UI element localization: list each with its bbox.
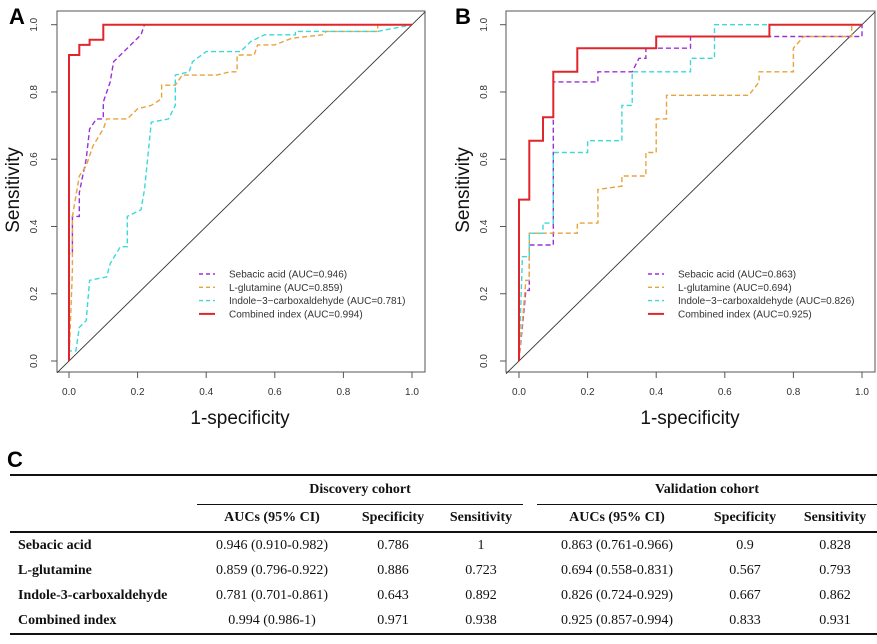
y-tick-label: 0.8 <box>29 85 40 99</box>
legend-entry: Combined index (AUC=0.994) <box>229 309 363 320</box>
x-tick-label: 0.8 <box>336 387 350 398</box>
table-cell: 0.826 (0.724-0.929) <box>561 587 673 603</box>
x-axis-label: 1-specificity <box>640 408 740 429</box>
table-cell: 0.793 <box>819 562 851 578</box>
y-tick-label: 0.2 <box>479 286 490 300</box>
y-tick-label: 0.2 <box>29 286 40 300</box>
y-tick-label: 0.4 <box>479 219 490 233</box>
plot-frame <box>56 10 426 373</box>
table-cell: 0.9 <box>736 537 754 553</box>
table-cell: 0.828 <box>819 537 851 553</box>
table-row: Combined index 0.994 (0.986-1) 0.971 0.938 0… <box>10 608 877 635</box>
roc-curve-combined-index <box>68 23 412 361</box>
table-cell: 0.946 (0.910-0.982) <box>216 537 328 553</box>
table-cell: 0.781 (0.701-0.861) <box>216 587 328 603</box>
table-cell: 0.723 <box>465 562 497 578</box>
x-axis-label: 1-specificity <box>190 408 290 429</box>
col-header: Specificity <box>347 504 439 533</box>
table-cell: 0.994 (0.986-1) <box>197 608 347 635</box>
row-label: Sebacic acid <box>18 537 92 553</box>
roc-curve-l-glutamine <box>518 24 862 362</box>
table-cell: 0.938 <box>439 608 523 635</box>
column-header-row: AUCs (95% CI) Specificity Sensitivity AU… <box>10 504 877 533</box>
col-header: AUCs (95% CI) <box>197 504 347 533</box>
table-cell: 0.925 (0.857-0.994) <box>537 608 697 635</box>
row-label: L-glutamine <box>18 562 92 578</box>
x-tick-label: 0.8 <box>786 387 800 398</box>
table-cell: 1 <box>477 537 485 553</box>
col-header: Specificity <box>697 504 793 533</box>
x-tick-label: 0.6 <box>718 387 732 398</box>
roc-curve-combined-index <box>518 23 862 361</box>
x-tick-label: 0.4 <box>199 387 213 398</box>
row-label: Indole-3-carboxaldehyde <box>18 587 168 603</box>
legend-entry: Indole−3−carboxaldehyde (AUC=0.826) <box>678 296 855 307</box>
roc-curve-indole-3-carboxaldehyde <box>68 24 413 361</box>
x-tick-label: 0.4 <box>649 387 663 398</box>
col-header: Sensitivity <box>793 504 877 533</box>
table-cell: 0.886 <box>377 562 409 578</box>
panel-label-a: A <box>9 4 25 29</box>
y-tick-label: 0.6 <box>29 152 40 166</box>
table-cell: 0.892 <box>465 587 497 603</box>
x-tick-label: 1.0 <box>405 387 419 398</box>
y-tick-label: 0.6 <box>479 152 490 166</box>
table-cell: 0.863 (0.761-0.966) <box>561 537 673 553</box>
panel-label-b: B <box>455 4 471 29</box>
legend-entry: Combined index (AUC=0.925) <box>678 309 812 320</box>
reference-diagonal <box>505 11 876 375</box>
reference-diagonal <box>56 11 426 374</box>
roc-plot-a: 0.0 0.2 0.4 0.6 0.8 1.0 0.0 0.2 0.4 0.6 0.8 1.0 1-sp… <box>3 10 426 429</box>
legend-entry: Sebacic acid (AUC=0.946) <box>229 270 347 281</box>
group-validation: Validation cohort <box>537 474 877 505</box>
table-cell: 0.643 <box>377 587 409 603</box>
group-header-row: Discovery cohort Validation cohort <box>10 474 877 505</box>
x-tick-label: 0.2 <box>581 387 595 398</box>
y-axis-label: Sensitivity <box>453 147 474 233</box>
legend-entry: Indole−3−carboxaldehyde (AUC=0.781) <box>229 296 406 307</box>
y-tick-label: 0.8 <box>479 85 490 99</box>
table-cell: 0.667 <box>729 587 761 603</box>
x-tick-label: 0.6 <box>268 387 282 398</box>
y-axis-label: Sensitivity <box>3 147 24 233</box>
legend-entry: L-glutamine (AUC=0.694) <box>678 283 792 294</box>
table-cell: 0.786 <box>377 537 409 553</box>
row-label: Combined index <box>10 608 197 635</box>
roc-plot-b: 0.0 0.2 0.4 0.6 0.8 1.0 0.0 0.2 0.4 0.6 0.8 1.0 1-sp… <box>453 10 876 429</box>
x-tick-label: 0.0 <box>512 387 526 398</box>
legend-entry: L-glutamine (AUC=0.859) <box>229 283 343 294</box>
y-tick-label: 0.4 <box>29 219 40 233</box>
y-tick-label: 0.0 <box>29 354 40 368</box>
table-cell: 0.931 <box>793 608 877 635</box>
plot-frame <box>505 10 876 373</box>
y-tick-label: 1.0 <box>29 17 40 31</box>
table-cell: 0.862 <box>819 587 851 603</box>
table-cell: 0.694 (0.558-0.831) <box>561 562 673 578</box>
legend-entry: Sebacic acid (AUC=0.863) <box>678 270 796 281</box>
table-cell: 0.567 <box>729 562 761 578</box>
roc-curve-l-glutamine <box>68 24 412 362</box>
panel-label-c: C <box>7 447 23 472</box>
y-tick-label: 1.0 <box>479 17 490 31</box>
table-cell: 0.971 <box>347 608 439 635</box>
table-cell: 0.859 (0.796-0.922) <box>216 562 328 578</box>
table-row: Indole-3-carboxaldehyde 0.781 (0.701-0.86… <box>10 583 877 608</box>
table-row: Sebacic acid 0.946 (0.910-0.982) 0.786 1 0.8… <box>10 532 877 558</box>
x-tick-label: 0.2 <box>131 387 145 398</box>
group-discovery: Discovery cohort <box>197 474 523 505</box>
x-tick-label: 1.0 <box>855 387 869 398</box>
table-row: L-glutamine 0.859 (0.796-0.922) 0.886 0.723… <box>10 558 877 583</box>
col-header: AUCs (95% CI) <box>537 504 697 533</box>
table-cell: 0.833 <box>697 608 793 635</box>
y-tick-label: 0.0 <box>479 354 490 368</box>
performance-table: Discovery cohort Validation cohort AUCs … <box>10 474 877 635</box>
col-header: Sensitivity <box>439 504 523 533</box>
x-tick-label: 0.0 <box>62 387 76 398</box>
roc-charts: 0.0 0.2 0.4 0.6 0.8 1.0 0.0 0.2 0.4 0.6 0.8 1.0 1-sp… <box>3 10 876 429</box>
